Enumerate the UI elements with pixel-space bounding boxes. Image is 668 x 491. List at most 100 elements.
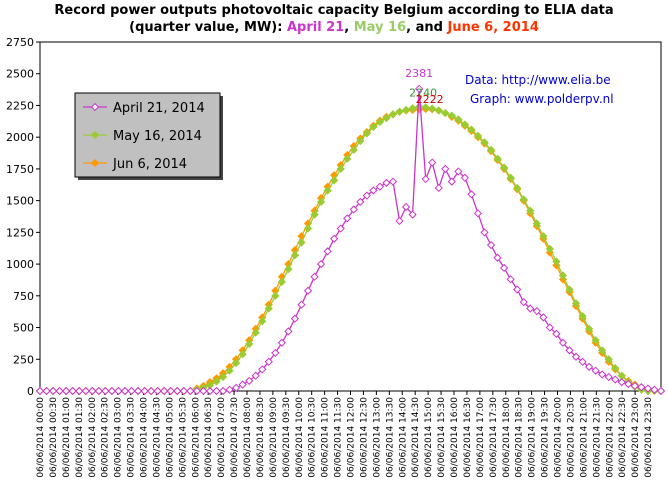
data-point — [218, 372, 228, 382]
x-tick-label: 06/06/2014 08:30 — [256, 397, 266, 478]
data-point — [316, 259, 326, 269]
data-point — [310, 210, 319, 219]
data-point — [578, 312, 587, 321]
data-point — [526, 206, 535, 215]
data-point — [591, 366, 600, 375]
x-tick-label: 06/06/2014 18:30 — [515, 397, 525, 478]
data-point — [323, 247, 332, 256]
data-point — [330, 234, 339, 243]
y-tick-label: 1500 — [6, 195, 34, 208]
data-point — [323, 186, 332, 195]
data-point — [493, 154, 502, 163]
data-point — [428, 104, 437, 113]
data-point — [637, 383, 646, 392]
x-tick-label: 06/06/2014 06:00 — [191, 397, 201, 478]
y-tick-label: 2750 — [6, 36, 34, 49]
title-part: April 21 — [286, 20, 345, 35]
data-point — [428, 158, 437, 167]
data-point — [434, 183, 443, 193]
data-point — [271, 291, 280, 300]
data-point — [519, 195, 528, 204]
data-point — [277, 277, 286, 286]
data-point — [571, 352, 581, 361]
data-point — [349, 205, 358, 214]
data-point — [558, 271, 568, 280]
data-point — [101, 386, 110, 396]
x-tick-label: 06/06/2014 05:30 — [178, 397, 188, 478]
x-tick-label: 06/06/2014 22:30 — [618, 397, 628, 478]
x-tick-label: 06/06/2014 00:00 — [36, 397, 46, 478]
x-tick-label: 06/06/2014 09:00 — [269, 397, 279, 478]
data-point — [238, 380, 247, 389]
data-point — [565, 346, 574, 355]
data-point — [408, 210, 417, 219]
title-part: May 16 — [353, 20, 407, 35]
x-tick-label: 06/06/2014 22:00 — [605, 397, 615, 478]
data-point — [199, 386, 208, 396]
title-part: , — [344, 20, 354, 35]
data-point — [284, 265, 293, 274]
data-point — [316, 197, 326, 207]
data-point — [519, 298, 528, 307]
data-point — [441, 164, 450, 174]
data-point — [290, 314, 300, 323]
x-tick-label: 06/06/2014 16:00 — [450, 397, 460, 478]
data-point — [584, 362, 594, 371]
data-point — [604, 355, 613, 364]
data-point — [598, 346, 607, 355]
data-point — [552, 257, 561, 266]
data-point — [336, 224, 345, 233]
x-tick-label: 06/06/2014 20:00 — [554, 397, 564, 478]
x-tick-label: 06/06/2014 08:00 — [243, 397, 253, 478]
x-tick-label: 06/06/2014 23:00 — [631, 397, 641, 478]
data-point — [513, 183, 522, 193]
data-point — [480, 228, 489, 237]
x-tick-label: 06/06/2014 21:00 — [579, 397, 589, 478]
x-tick-label: 06/06/2014 02:00 — [88, 397, 98, 478]
data-point — [238, 350, 247, 359]
x-tick-label: 06/06/2014 04:30 — [152, 397, 162, 478]
x-tick-label: 06/06/2014 14:00 — [398, 397, 408, 478]
data-point — [349, 145, 358, 154]
data-point — [48, 386, 58, 396]
data-point — [486, 240, 496, 250]
data-point — [611, 375, 620, 384]
data-point — [218, 386, 228, 396]
data-point — [68, 386, 77, 396]
title-part: , and — [406, 20, 448, 35]
data-point — [62, 386, 71, 396]
x-tick-label: 06/06/2014 10:00 — [295, 397, 305, 478]
data-point — [441, 108, 450, 118]
data-point — [251, 328, 260, 337]
data-point — [526, 304, 535, 313]
data-point — [147, 386, 156, 396]
data-point — [212, 386, 221, 396]
data-point — [493, 253, 502, 262]
x-tick-label: 06/06/2014 13:30 — [385, 397, 395, 478]
data-point — [506, 173, 515, 182]
data-point — [114, 386, 123, 396]
data-point — [173, 386, 182, 396]
data-point — [480, 138, 489, 147]
data-point — [617, 378, 626, 387]
data-point — [598, 370, 607, 379]
data-point — [532, 306, 541, 316]
data-point — [231, 383, 241, 392]
data-point — [277, 338, 286, 347]
x-tick-label: 06/06/2014 18:00 — [502, 397, 512, 478]
x-tick-label: 06/06/2014 02:30 — [101, 397, 111, 478]
data-point — [356, 197, 365, 207]
data-point — [421, 103, 430, 112]
chart-subtitle-dates: April 21, May 16, and June 6, 2014 — [287, 20, 539, 35]
x-tick-label: 06/06/2014 19:30 — [541, 397, 551, 478]
peak-label: 2240 — [409, 87, 437, 100]
data-point — [369, 186, 378, 195]
y-tick-label: 2000 — [6, 131, 34, 144]
data-point — [88, 386, 97, 396]
x-tick-label: 06/06/2014 12:30 — [359, 397, 369, 478]
data-point — [245, 339, 254, 349]
title-part: June 6, 2014 — [447, 20, 539, 35]
y-tick-label: 1000 — [6, 258, 34, 271]
data-point — [303, 224, 313, 233]
